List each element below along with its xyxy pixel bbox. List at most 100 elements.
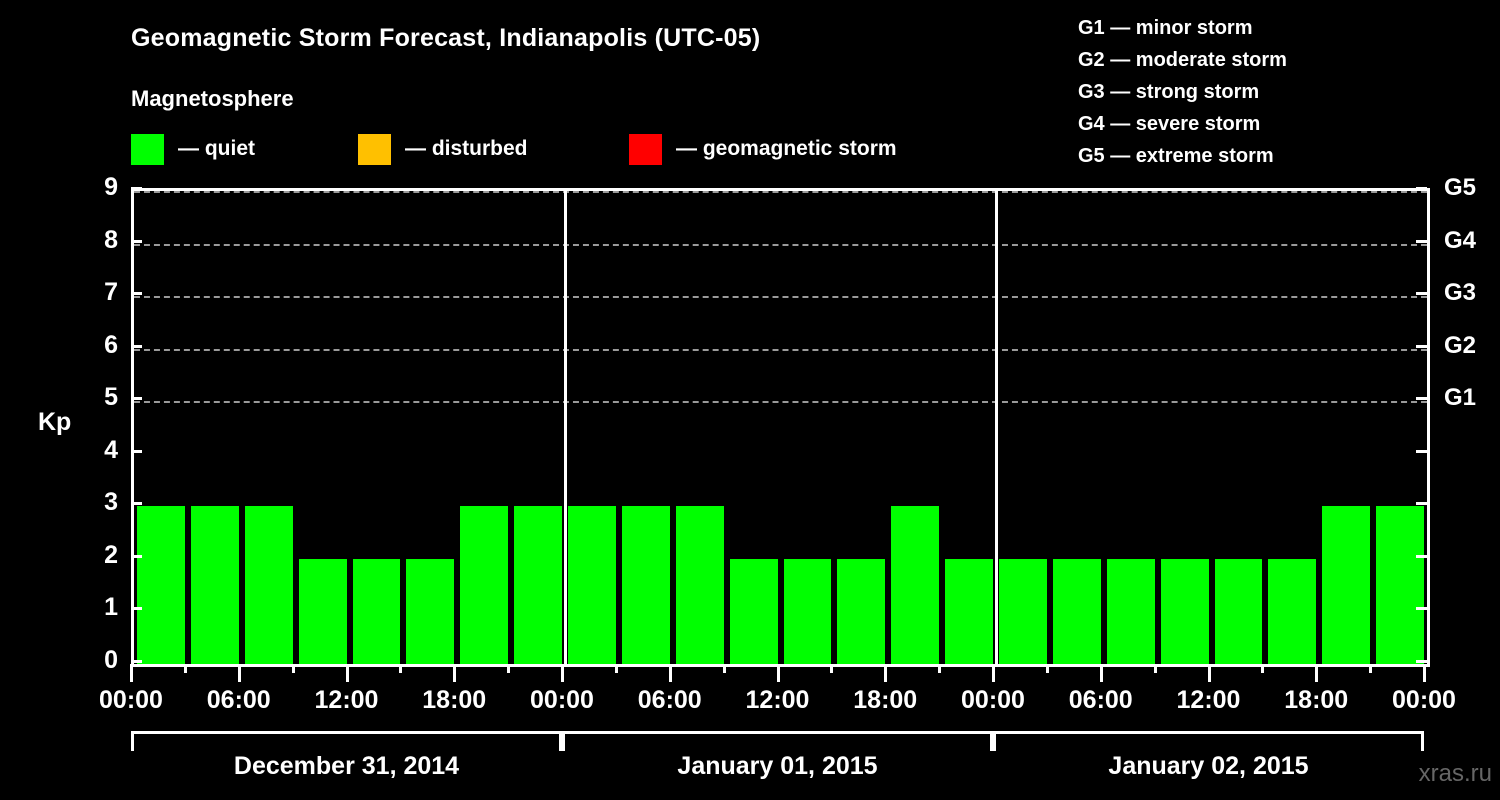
bar-series [134,191,1427,664]
y2-tick-mark [1416,607,1427,611]
gridline-kp-7 [134,296,1427,299]
x-tick-major [992,664,995,682]
date-bracket [562,731,993,751]
x-tick-major [1207,664,1211,682]
y-tick-mark [131,502,142,506]
x-tick-major [561,664,564,682]
legend-label: — geomagnetic storm [676,137,897,160]
y2-tick-mark [1416,292,1427,296]
bar-kp [1322,506,1371,664]
bar-kp [1160,558,1209,664]
y2-tick-mark [1416,344,1427,348]
g-scale-legend: G1 — minor storm G2 — moderate storm G3 — … [1078,12,1287,172]
x-tick-major [130,664,133,682]
legend-label: — disturbed [405,137,528,160]
g-legend-row-4: G4 — severe storm [1078,113,1261,135]
x-tick-minor [614,664,618,673]
g-legend-row-1: G1 — minor storm [1078,17,1253,39]
x-tick-minor [507,664,511,673]
y-tick-label-6: 6 [104,330,118,359]
x-tick-major [1315,664,1319,682]
x-tick-label: 18:00 [853,686,918,714]
date-label: December 31, 2014 [233,752,460,780]
x-tick-major [668,664,672,682]
red-square-icon [629,133,662,165]
x-tick-label: 00:00 [530,686,594,714]
y2-tick-mark [1416,660,1427,663]
x-tick-major [453,664,457,682]
x-tick-minor [938,664,942,673]
bar-kp [460,506,509,664]
bar-kp [621,506,670,664]
y-tick-label-9: 9 [104,173,118,201]
y-tick-mark [131,607,142,611]
x-tick-major [1099,664,1103,682]
legend-item-0[interactable]: — quiet [131,133,255,165]
bar-kp [1052,558,1101,664]
bar-kp [568,506,616,664]
day-separator [995,191,998,664]
x-tick-label: 06:00 [1068,686,1133,714]
legend-label: — quiet [178,137,255,160]
gridline-kp-8 [134,243,1427,246]
x-tick-label: 18:00 [1284,686,1349,714]
date-bracket [131,731,562,751]
y-tick-label-1: 1 [104,593,118,622]
bar-kp [1214,558,1263,664]
bar-kp [945,558,993,664]
bar-kp [891,506,940,664]
x-tick-minor [1261,664,1265,673]
day-separator [564,191,567,664]
y-tick-label-0: 0 [104,646,118,674]
bar-kp [999,558,1047,664]
bar-kp [1376,506,1424,664]
bar-kp [783,558,832,664]
bar-kp [406,558,455,664]
g-legend-row-2: G2 — moderate storm [1078,49,1287,71]
x-tick-label: 00:00 [99,686,163,714]
x-tick-label: 00:00 [961,686,1025,714]
y-tick-mark [131,187,142,190]
bar-kp [298,558,347,664]
x-tick-label: 06:00 [206,686,271,714]
page-title: Geomagnetic Storm Forecast, Indianapolis… [131,24,761,52]
y-tick-mark [131,554,142,558]
x-tick-minor [291,664,295,673]
x-tick-minor [830,664,834,673]
y-tick-label-2: 2 [104,540,118,569]
date-label: January 02, 2015 [1108,752,1309,780]
y-tick-label-5: 5 [104,383,118,412]
x-tick-major [884,664,888,682]
x-tick-major [345,664,349,682]
legend-item-2[interactable]: — geomagnetic storm [629,133,897,165]
bar-kp [1268,558,1317,664]
y2-tick-mark [1416,187,1427,190]
legend-item-1[interactable]: — disturbed [358,133,528,165]
x-tick-label: 00:00 [1392,686,1456,714]
y2-tick-label-G4: G4 [1444,226,1477,254]
y2-tick-label-G1: G1 [1444,384,1477,412]
y2-tick-label-G5: G5 [1444,174,1477,201]
x-tick-minor [1153,664,1157,673]
date-bracket [993,731,1424,751]
y-axis-title: Kp [38,408,72,436]
y2-tick-mark [1416,502,1427,506]
g-legend-row-5: G5 — extreme storm [1078,145,1274,167]
plot-area [131,188,1430,667]
green-square-icon [131,133,164,165]
y-tick-label-3: 3 [104,488,118,517]
y2-tick-mark [1416,449,1427,453]
x-tick-minor [183,664,187,673]
y-tick-label-7: 7 [104,278,118,307]
watermark: xras.ru [1418,760,1492,787]
x-tick-minor [399,664,403,673]
y-tick-mark [131,344,142,348]
gridline-kp-5 [134,401,1427,404]
x-tick-minor [1045,664,1049,673]
gridline-kp-9 [134,191,1427,193]
x-tick-major [776,664,780,682]
y-tick-mark [131,292,142,296]
g-legend-row-3: G3 — strong storm [1078,81,1260,103]
bar-kp [190,506,239,664]
